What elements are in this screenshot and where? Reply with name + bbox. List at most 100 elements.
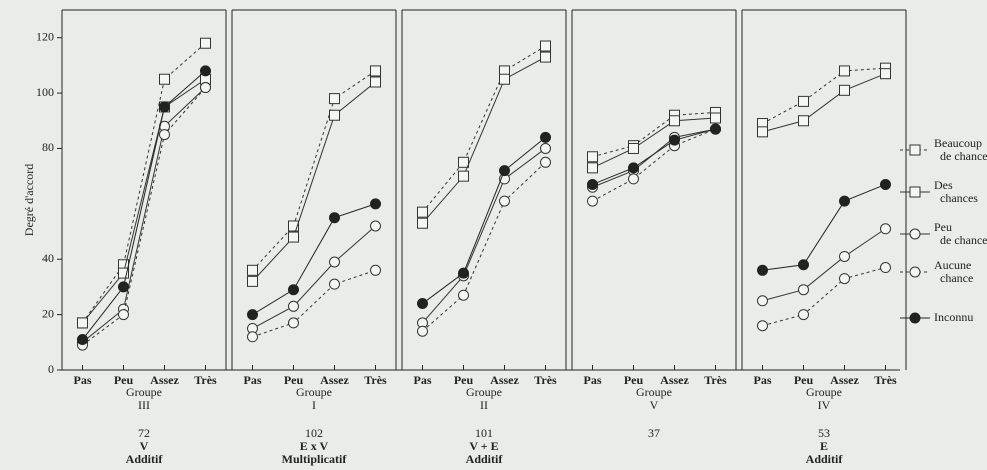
x-axis-label: Groupe [466,385,502,399]
point [840,196,850,206]
y-axis-label: Degré d'accord [22,164,36,236]
point [330,213,340,223]
x-axis-label: Groupe [636,385,672,399]
point [799,285,809,295]
point [201,83,211,93]
series-line [763,74,886,132]
point [78,318,88,328]
chart: Degré d'accord 0204080100120PasPeuAssezT… [0,0,987,470]
point [629,163,639,173]
point [160,74,170,84]
point [881,263,891,273]
point [78,335,88,345]
x-tick-label: Très [194,373,217,387]
legend-marker [910,313,920,323]
point [330,257,340,267]
point [459,171,469,181]
x-tick-label: Très [704,373,727,387]
point [289,318,299,328]
series-line [423,57,546,223]
point [670,116,680,126]
group-label: II [480,398,488,412]
group-code: E x V [300,439,329,453]
point [119,282,129,292]
group-number: 37 [648,426,660,440]
point [248,310,258,320]
legend-label: Inconnu [934,310,973,324]
point [459,268,469,278]
point [248,265,258,275]
series-line [423,162,546,331]
group-code: V + E [469,439,498,453]
point [758,127,768,137]
legend-marker [910,267,920,277]
point [588,179,598,189]
series-line [763,184,886,270]
point [418,326,428,336]
point [289,232,299,242]
group-label: I [312,398,316,412]
point [541,132,551,142]
series-line [423,148,546,322]
point [371,77,381,87]
point [418,218,428,228]
point [500,74,510,84]
point [541,41,551,51]
point [629,143,639,153]
group-label: IV [818,398,831,412]
point [160,102,170,112]
point [799,96,809,106]
legend-marker [910,145,920,155]
x-tick-label: Très [534,373,557,387]
point [799,116,809,126]
legend-label: Beaucoupde chances [934,136,987,163]
series-line [253,204,376,315]
point [541,52,551,62]
series-line [593,129,716,201]
group-model: Multiplicatif [282,452,348,466]
point [629,174,639,184]
series-line [763,68,886,123]
group-number: 53 [818,426,830,440]
x-tick-label: Pas [754,373,772,387]
point [881,179,891,189]
point [330,110,340,120]
series-line [423,46,546,212]
point [371,66,381,76]
group-model: Additif [466,452,504,466]
group-code: E [820,439,828,453]
point [500,166,510,176]
point [201,38,211,48]
series-line [593,129,716,187]
point [758,321,768,331]
point [500,196,510,206]
point [711,124,721,134]
group-model: Additif [806,452,844,466]
point [289,301,299,311]
point [758,296,768,306]
point [881,224,891,234]
point [289,285,299,295]
point [371,221,381,231]
point [371,199,381,209]
point [840,251,850,261]
x-tick-label: Pas [244,373,262,387]
point [201,66,211,76]
x-axis-label: Groupe [806,385,842,399]
legend-marker [910,187,920,197]
series-line [83,43,206,323]
point [371,265,381,275]
x-tick-label: Pas [414,373,432,387]
point [799,260,809,270]
point [670,135,680,145]
series-line [253,71,376,270]
x-tick-label: Pas [74,373,92,387]
x-tick-label: Pas [584,373,602,387]
point [160,130,170,140]
group-label: III [138,398,150,412]
y-tick-label: 40 [42,251,54,265]
point [330,279,340,289]
point [330,94,340,104]
point [248,276,258,286]
